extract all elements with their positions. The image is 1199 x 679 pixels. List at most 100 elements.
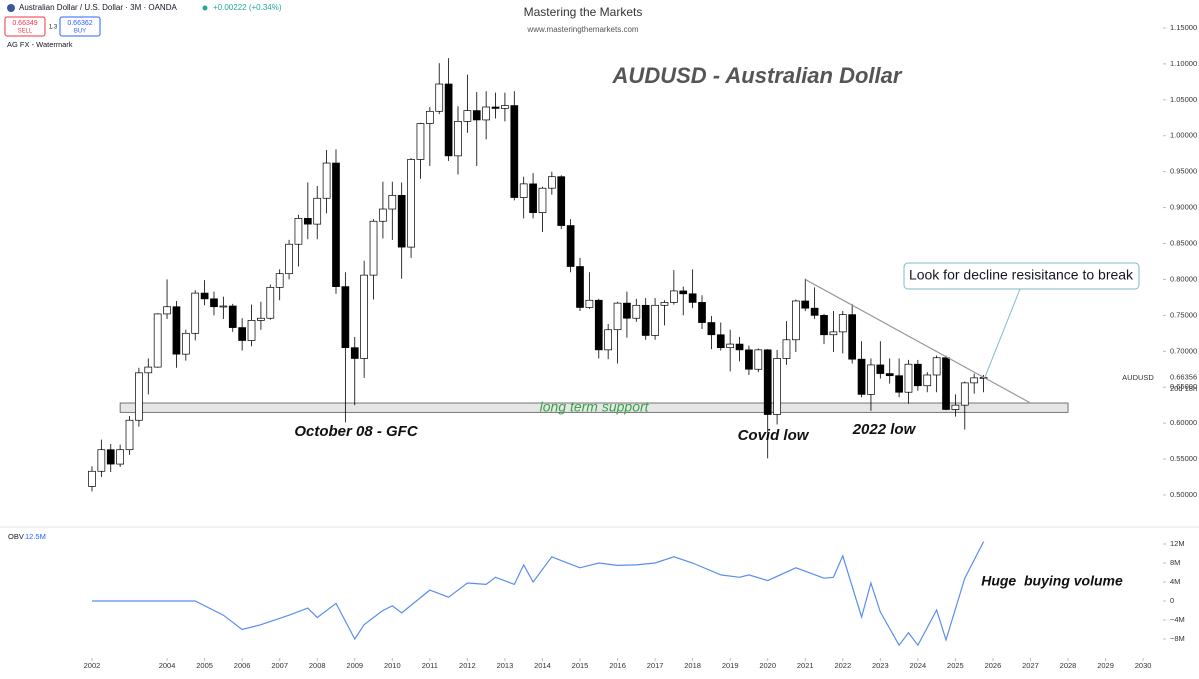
candle-body <box>876 364 885 374</box>
candle-body <box>435 83 444 112</box>
x-tick-label: 2030 <box>1135 661 1152 670</box>
watermark-label: AG FX - Watermark <box>7 40 73 49</box>
candle-body <box>285 243 293 275</box>
candle-body <box>238 327 246 341</box>
candle-body <box>641 304 650 336</box>
brand-name: Mastering the Markets <box>524 5 643 19</box>
x-tick-label: 2025 <box>947 661 964 670</box>
y-tick-label: 0.80000 <box>1170 274 1197 283</box>
candle-body <box>416 123 425 160</box>
y-tick-label: 0 <box>1170 596 1174 605</box>
annotation: Huge buying volume <box>981 573 1123 589</box>
candle-body <box>632 304 641 319</box>
candle-body <box>257 317 265 321</box>
x-tick-label: 2012 <box>459 661 476 670</box>
candle-body <box>463 110 472 122</box>
x-tick-label: 2014 <box>534 661 551 670</box>
indicator-name: OBV <box>8 532 24 541</box>
candle-body <box>482 106 490 121</box>
buy-button[interactable] <box>59 16 101 37</box>
candle-body <box>557 176 566 226</box>
candle-body <box>895 375 903 393</box>
candle-body <box>106 449 115 465</box>
candle-body <box>707 322 716 336</box>
callout-pointer <box>984 288 1021 378</box>
buy-label: BUY <box>74 29 86 35</box>
candle-body <box>200 292 209 300</box>
annotation: October 08 - GFC <box>294 423 419 440</box>
candle-body <box>688 293 697 303</box>
candle-body <box>932 357 941 376</box>
x-tick-label: 2015 <box>572 661 589 670</box>
y-tick-label: 12M <box>1170 539 1185 548</box>
callout-box <box>903 262 1140 290</box>
candle-body <box>942 357 950 410</box>
candle-body <box>501 105 509 109</box>
candle-body <box>332 162 340 287</box>
candle-body <box>88 470 96 487</box>
candle-body <box>322 162 331 199</box>
sell-label: SELL <box>18 29 33 35</box>
candle-body <box>773 358 781 415</box>
candle-body <box>97 449 106 472</box>
candle-body <box>379 208 387 222</box>
symbol-icon <box>7 4 15 12</box>
candle-body <box>914 363 922 387</box>
x-tick-label: 2008 <box>309 661 326 670</box>
candle-body <box>970 377 979 384</box>
support-zone <box>119 402 1069 413</box>
candle-body <box>698 302 706 323</box>
candle-body <box>472 110 481 121</box>
candle-body <box>529 183 537 213</box>
candle-body <box>407 159 415 248</box>
candle-body <box>735 343 744 351</box>
annotation: 2022 low <box>852 421 917 438</box>
buy-price: 0.66362 <box>67 20 92 27</box>
candle-body <box>519 183 528 198</box>
candle-body <box>454 121 462 157</box>
x-tick-label: 2006 <box>234 661 251 670</box>
trendline <box>804 278 1031 404</box>
candle-body <box>294 218 303 245</box>
candle-body <box>247 320 256 341</box>
candle-body <box>585 299 594 308</box>
y-tick-label: 0.90000 <box>1170 203 1197 212</box>
candle-body <box>951 404 960 410</box>
annotation: Covid low <box>738 427 810 444</box>
y-tick-label: −8M <box>1170 634 1185 643</box>
y-tick-label: 1.10000 <box>1170 59 1197 68</box>
candle-body <box>613 302 622 331</box>
y-tick-label: 1.15000 <box>1170 23 1197 32</box>
y-tick-label: 8M <box>1170 558 1180 567</box>
x-tick-label: 2023 <box>872 661 889 670</box>
candle-body <box>763 349 772 415</box>
candle-body <box>360 274 368 359</box>
candle-body <box>829 331 838 336</box>
y-tick-label: 4M <box>1170 577 1180 586</box>
sell-button[interactable] <box>4 16 46 37</box>
symbol-title: Australian Dollar / U.S. Dollar · 3M · O… <box>19 3 177 12</box>
symbol-tag: AUDUSD <box>1122 373 1154 382</box>
candle-body <box>228 305 237 328</box>
candle-body <box>594 299 603 351</box>
candle-body <box>679 290 688 295</box>
candle-body <box>857 358 866 395</box>
x-tick-label: 2017 <box>647 661 664 670</box>
candle-body <box>125 419 134 451</box>
candle-body <box>670 290 678 303</box>
candle-body <box>388 195 397 210</box>
candle-body <box>172 306 181 355</box>
candle-body <box>163 306 171 315</box>
candle-body <box>820 315 828 336</box>
chart-title: AUDUSD - Australian Dollar <box>612 63 903 88</box>
candle-body <box>792 300 800 341</box>
candle-body <box>547 176 556 189</box>
x-tick-label: 2024 <box>910 661 927 670</box>
candle-body <box>716 334 725 349</box>
sell-price: 0.66349 <box>12 20 37 27</box>
market-status <box>202 5 208 11</box>
candle-body <box>210 298 218 308</box>
candle-body <box>660 302 669 306</box>
candle-body <box>153 313 162 368</box>
